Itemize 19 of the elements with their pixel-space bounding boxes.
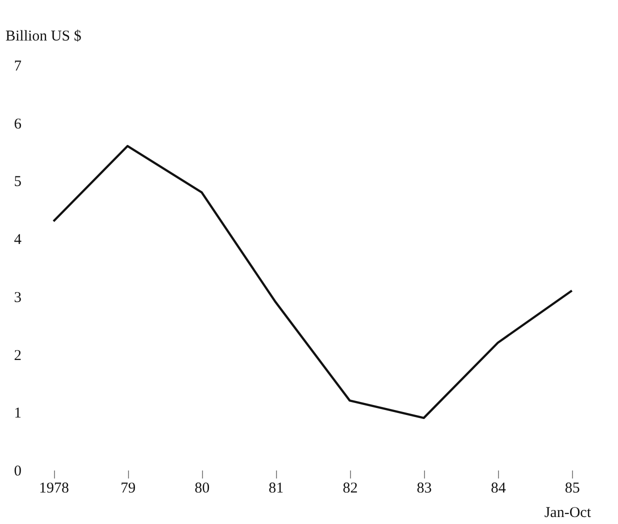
y-tick-label: 0 [14, 464, 22, 480]
y-tick-label: 3 [14, 290, 22, 306]
y-tick-label: 7 [14, 58, 22, 74]
x-tick-label: 81 [268, 480, 284, 496]
x-tick-label: 85 [564, 480, 580, 496]
text: Jan-Oct [544, 505, 592, 521]
x-tick-label: 84 [490, 480, 506, 496]
x-tick-label: 1978 [39, 480, 70, 496]
y-tick-label: 1 [14, 406, 22, 422]
y-tick-label: 6 [14, 116, 22, 132]
x-tick-label: 80 [194, 480, 210, 496]
y-tick-label: 5 [14, 174, 22, 190]
x-tick-label: 82 [342, 480, 358, 496]
y-tick-label: 2 [14, 348, 22, 364]
x-tick-label: 79 [120, 480, 136, 496]
line-series [52, 144, 573, 420]
y-axis-title: Billion US $ [6, 28, 82, 44]
y-tick-label: 4 [14, 232, 22, 248]
x-tick-label: 83 [416, 480, 432, 496]
